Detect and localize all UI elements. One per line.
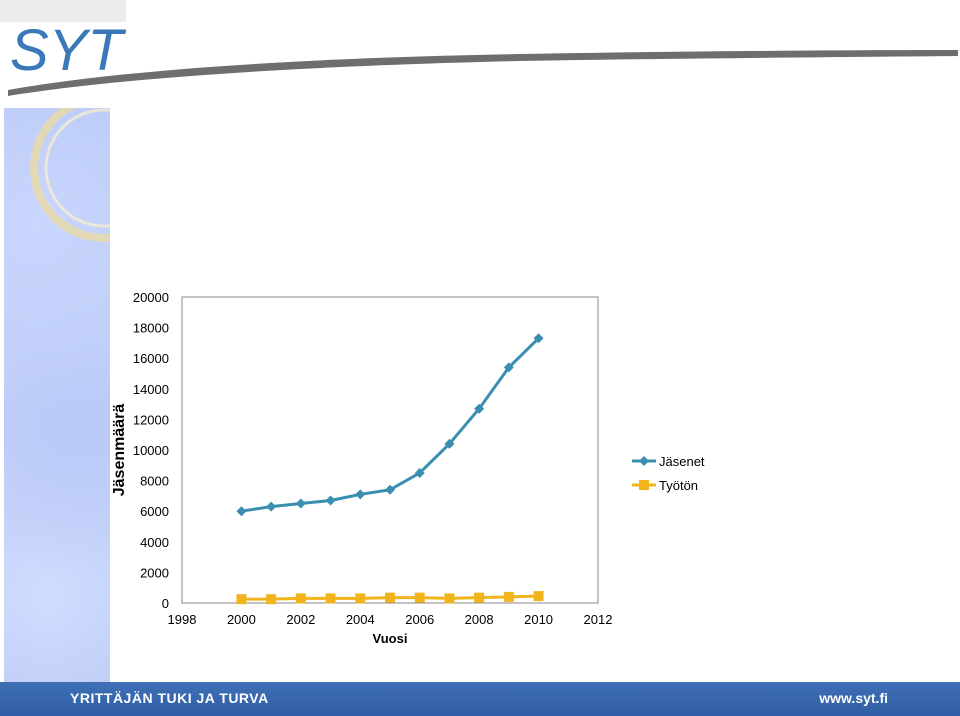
legend-marker-diamond	[639, 456, 649, 466]
side-decoration	[4, 94, 178, 684]
data-point-diamond	[414, 467, 425, 478]
data-point-diamond	[236, 506, 247, 517]
data-point-diamond	[295, 498, 306, 509]
data-point-diamond	[325, 495, 336, 506]
y-tick-label: 20000	[133, 290, 169, 305]
data-point-square	[266, 594, 277, 605]
x-tick-label: 2002	[286, 612, 315, 627]
data-point-square	[474, 592, 485, 603]
x-tick-label: 2004	[346, 612, 375, 627]
logo-graphic: SYT	[0, 0, 958, 96]
data-point-diamond	[355, 489, 366, 500]
y-tick-label: 8000	[140, 474, 169, 489]
y-tick-label: 14000	[133, 382, 169, 397]
data-point-square	[355, 593, 366, 604]
data-point-diamond	[474, 403, 485, 414]
data-point-diamond	[385, 484, 395, 495]
y-tick-label: 16000	[133, 351, 169, 366]
x-axis-label: Vuosi	[373, 631, 408, 646]
data-point-square	[414, 592, 425, 603]
header-logo-area: SYT	[0, 0, 960, 100]
data-point-diamond	[533, 333, 544, 344]
data-point-square	[444, 593, 455, 604]
x-tick-label: 2008	[465, 612, 494, 627]
legend-marker-square	[639, 480, 649, 490]
data-point-diamond	[503, 362, 514, 373]
logo-plate	[0, 0, 126, 22]
legend-label: Työtön	[659, 478, 698, 493]
chart-legend: Jäsenet Työtön	[632, 454, 705, 493]
x-tick-label: 2000	[227, 612, 256, 627]
y-tick-label: 4000	[140, 535, 169, 550]
header-swoosh	[8, 50, 958, 96]
y-tick-label: 0	[162, 596, 169, 611]
x-tick-label: 1998	[168, 612, 197, 627]
footer-tagline: YRITTÄJÄN TUKI JA TURVA	[70, 690, 269, 706]
x-tick-label: 2010	[524, 612, 553, 627]
y-tick-label: 18000	[133, 321, 169, 336]
footer-url[interactable]: www.syt.fi	[819, 690, 888, 706]
legend-label: Jäsenet	[659, 454, 705, 469]
data-point-square	[236, 594, 247, 605]
data-point-square	[385, 592, 395, 603]
x-tick-label: 2006	[405, 612, 434, 627]
chart-axes: 0 2000 4000 6000 8000 10000 12000 14000 16000 180…	[133, 290, 613, 627]
data-point-diamond	[266, 501, 277, 512]
data-point-diamond	[444, 438, 455, 449]
y-tick-label: 6000	[140, 504, 169, 519]
footer-bar: YRITTÄJÄN TUKI JA TURVA www.syt.fi	[0, 682, 960, 716]
y-axis-label: Jäsenmäärä	[111, 404, 128, 497]
data-point-square	[503, 591, 514, 602]
y-tick-label: 10000	[133, 443, 169, 458]
data-point-square	[533, 591, 544, 602]
data-point-square	[295, 593, 306, 604]
chart-series	[236, 333, 544, 605]
x-tick-label: 2012	[584, 612, 613, 627]
data-point-square	[325, 593, 336, 604]
y-tick-label: 12000	[133, 412, 169, 427]
y-tick-label: 2000	[140, 565, 169, 580]
plot-area-frame	[181, 296, 599, 604]
logo-text: SYT	[10, 18, 126, 83]
